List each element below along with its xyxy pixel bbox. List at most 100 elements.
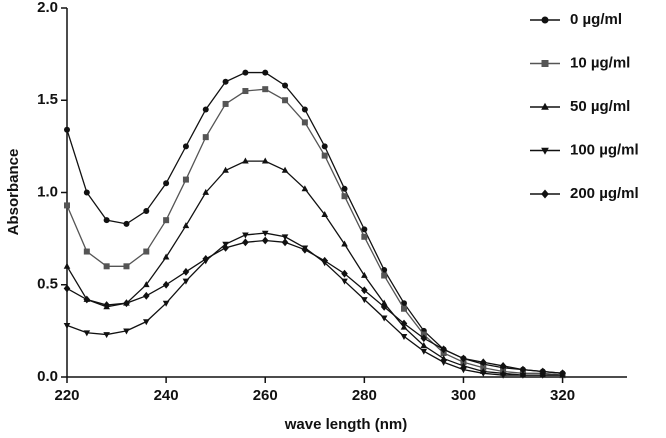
series-line [66,232,563,376]
marker [479,370,487,377]
marker [301,106,308,113]
series-line [66,239,563,374]
marker [143,248,150,255]
legend-marker [541,189,549,199]
legend-marker [541,16,549,24]
legend-label: 100 µg/ml [570,141,639,158]
marker [182,143,189,150]
marker [400,305,407,312]
marker [182,278,190,285]
legend-label: 50 µg/ml [570,98,630,115]
marker [281,166,289,173]
y-axis-label: Absorbance [5,149,22,236]
marker [103,263,110,270]
marker [202,188,210,195]
y-tick-label: 1.5 [37,91,58,108]
marker [281,238,289,247]
marker [242,69,249,76]
marker [162,300,170,307]
marker [499,372,507,379]
marker [83,248,90,255]
marker [400,334,408,341]
y-tick-label: 0.5 [37,276,58,293]
marker [519,365,527,374]
marker [143,207,150,214]
marker [142,281,150,288]
y-tick-label: 0.0 [37,368,58,385]
marker [499,362,507,370]
series-line [66,71,563,374]
marker [301,245,309,254]
x-tick-label: 280 [352,387,377,404]
marker [282,97,289,104]
marker [480,364,487,371]
marker [202,106,209,113]
marker [202,255,210,263]
marker [222,166,229,173]
marker [202,134,209,141]
marker [420,342,428,349]
legend-label: 200 µg/ml [570,185,639,202]
marker [400,300,407,307]
marker [103,217,110,224]
marker [162,253,170,260]
x-tick-label: 240 [154,387,179,404]
marker [83,189,90,196]
marker [261,157,269,164]
marker [321,143,328,150]
series-line [66,88,563,376]
x-tick-label: 320 [550,387,575,404]
marker [361,271,368,278]
y-tick-label: 2.0 [37,0,58,16]
marker [162,280,170,289]
marker [261,236,269,245]
marker [83,295,91,304]
marker [380,299,388,306]
marker [361,286,368,295]
x-tick-label: 220 [54,387,79,404]
x-tick-label: 300 [451,387,476,404]
marker [341,240,348,247]
marker [361,297,368,304]
marker [123,220,130,227]
marker [321,211,328,218]
marker [282,82,289,89]
marker [380,302,388,311]
marker [103,332,110,339]
marker [242,157,249,164]
marker [301,185,309,192]
marker [142,291,150,300]
marker [400,319,408,328]
marker [222,243,229,252]
legend-label: 10 µg/ml [570,54,630,71]
marker [301,119,308,126]
marker [420,334,428,343]
marker [559,369,566,378]
marker [63,284,71,293]
marker [361,226,368,233]
marker [539,367,547,376]
marker [460,354,467,363]
marker [440,359,447,366]
marker [63,262,71,269]
x-axis-label: wave length (nm) [284,416,408,433]
marker [460,367,467,374]
legend-marker [541,147,549,155]
marker [103,301,110,309]
marker [123,299,130,308]
marker [262,86,269,93]
marker [539,372,547,379]
marker [321,152,328,159]
marker [321,256,328,265]
marker [142,319,150,326]
series-line [66,160,563,376]
marker [123,263,130,270]
legend-marker [541,60,549,67]
marker [163,180,170,187]
marker [341,269,348,278]
marker [380,315,388,322]
marker [281,234,289,241]
marker [64,202,70,209]
legend-marker [541,102,549,110]
